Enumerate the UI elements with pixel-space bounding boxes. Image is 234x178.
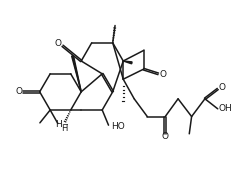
Text: HO: HO <box>111 122 125 131</box>
Text: OH: OH <box>219 104 233 113</box>
Text: H: H <box>55 120 62 129</box>
Polygon shape <box>72 56 81 92</box>
Text: H̅: H̅ <box>61 124 67 133</box>
Text: O: O <box>219 83 226 92</box>
Text: O: O <box>55 40 62 48</box>
Polygon shape <box>123 61 132 64</box>
Text: O: O <box>159 70 166 79</box>
Text: O: O <box>15 87 22 96</box>
Text: O: O <box>162 132 169 141</box>
